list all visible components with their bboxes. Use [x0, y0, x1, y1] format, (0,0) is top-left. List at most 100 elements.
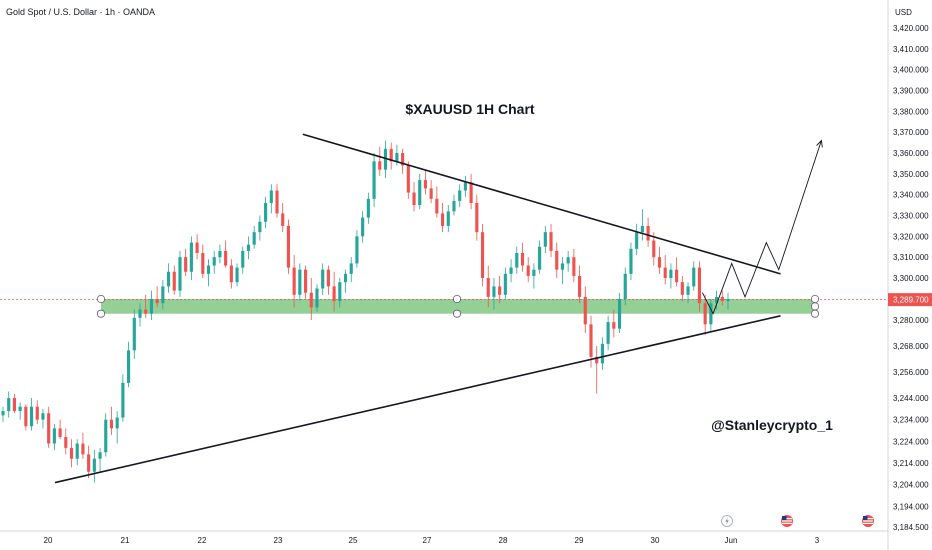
- zone-handle[interactable]: [97, 309, 105, 318]
- candle-body: [241, 250, 245, 268]
- candle: [12, 393, 16, 414]
- candle-body: [560, 263, 565, 270]
- candle: [69, 439, 74, 468]
- candle: [92, 450, 96, 483]
- us-flag-icon[interactable]: [781, 515, 793, 527]
- candle: [138, 303, 142, 327]
- candle: [652, 232, 656, 266]
- time-tick-label: Jun: [725, 536, 738, 545]
- candle-body: [1, 411, 5, 416]
- candle: [612, 309, 616, 338]
- candle-body: [121, 382, 125, 418]
- candle-body: [7, 398, 11, 412]
- price-tick-label: 3,400.000: [893, 66, 929, 75]
- zone-handle[interactable]: [453, 295, 461, 303]
- candle-body: [549, 232, 553, 251]
- candle-body: [538, 246, 542, 270]
- candle-body: [629, 248, 633, 274]
- price-tick-label: 3,380.000: [893, 107, 929, 116]
- plot-area[interactable]: [0, 0, 888, 531]
- descending-trendline: [302, 133, 781, 275]
- candle-body: [532, 269, 536, 276]
- zone-handle[interactable]: [453, 309, 461, 318]
- candle-body: [161, 286, 165, 304]
- candle: [178, 250, 182, 297]
- candle: [629, 242, 633, 281]
- candles-layer: [1, 140, 730, 483]
- candle: [224, 240, 228, 268]
- candle: [115, 411, 119, 444]
- candle: [229, 259, 233, 289]
- candle: [264, 196, 268, 228]
- candle: [726, 292, 730, 310]
- candle: [703, 294, 707, 336]
- candle-body: [600, 343, 604, 364]
- currency-label: USD: [895, 8, 912, 17]
- candle: [206, 259, 211, 287]
- price-tick-label: 3,194.000: [893, 502, 929, 511]
- candle: [35, 400, 39, 425]
- zone-handle[interactable]: [97, 295, 105, 303]
- candle-body: [429, 188, 433, 199]
- zone-handle[interactable]: [811, 295, 819, 303]
- candle-body: [657, 257, 662, 268]
- candle-body: [686, 286, 690, 295]
- price-axis[interactable]: 3,420.000 3,410.000 3,400.000 3,390.000 3,38…: [893, 24, 929, 532]
- candle-body: [178, 257, 182, 291]
- candle-body: [452, 200, 456, 212]
- lightning-icon[interactable]: [721, 515, 733, 527]
- candle: [709, 299, 713, 331]
- candle: [298, 263, 302, 302]
- candle: [549, 223, 553, 258]
- candle-body: [646, 225, 650, 241]
- candle: [184, 248, 188, 276]
- candle: [172, 265, 176, 295]
- candle: [144, 294, 148, 318]
- us-flag-icon[interactable]: [862, 515, 874, 527]
- candle-body: [469, 182, 473, 203]
- candle: [560, 257, 565, 285]
- candle-body: [155, 299, 159, 304]
- price-tick-label: 3,234.000: [893, 416, 929, 425]
- candle-body: [395, 153, 399, 162]
- time-tick-label: 3: [815, 536, 820, 545]
- candle: [423, 169, 428, 195]
- candle-body: [418, 180, 422, 206]
- candle: [463, 175, 467, 197]
- candle-body: [669, 269, 673, 278]
- candle-body: [589, 324, 593, 357]
- candle-body: [366, 198, 370, 218]
- time-axis[interactable]: 20 21 22 23 25 27 28 29 30 Jun 3: [44, 536, 820, 545]
- zone-handles[interactable]: [97, 295, 819, 318]
- candle: [1, 406, 5, 422]
- candle: [303, 265, 308, 299]
- candle-body: [87, 454, 91, 472]
- candle-body: [281, 213, 285, 226]
- candle-body: [206, 265, 211, 274]
- candle: [87, 445, 91, 479]
- price-tick-label: 3,244.000: [893, 394, 929, 403]
- candle: [218, 244, 222, 264]
- zone-handle[interactable]: [811, 309, 819, 318]
- candle-body: [697, 267, 702, 304]
- zone-handle[interactable]: [811, 302, 819, 311]
- candle: [127, 341, 131, 388]
- candle: [18, 402, 22, 420]
- candle-body: [275, 190, 279, 214]
- candle: [98, 447, 102, 472]
- candle-body: [98, 452, 102, 459]
- candle-body: [378, 161, 382, 170]
- candle: [378, 146, 382, 176]
- candle: [520, 242, 525, 272]
- price-tick-label: 3,300.000: [893, 274, 929, 283]
- candle-body: [218, 250, 222, 258]
- time-tick-label: 30: [651, 536, 660, 545]
- candle-body: [435, 198, 439, 214]
- candle: [109, 406, 114, 435]
- candle-body: [81, 443, 85, 455]
- candle-body: [503, 273, 507, 295]
- candle: [389, 142, 393, 170]
- candle: [412, 182, 416, 212]
- candle-body: [383, 148, 388, 170]
